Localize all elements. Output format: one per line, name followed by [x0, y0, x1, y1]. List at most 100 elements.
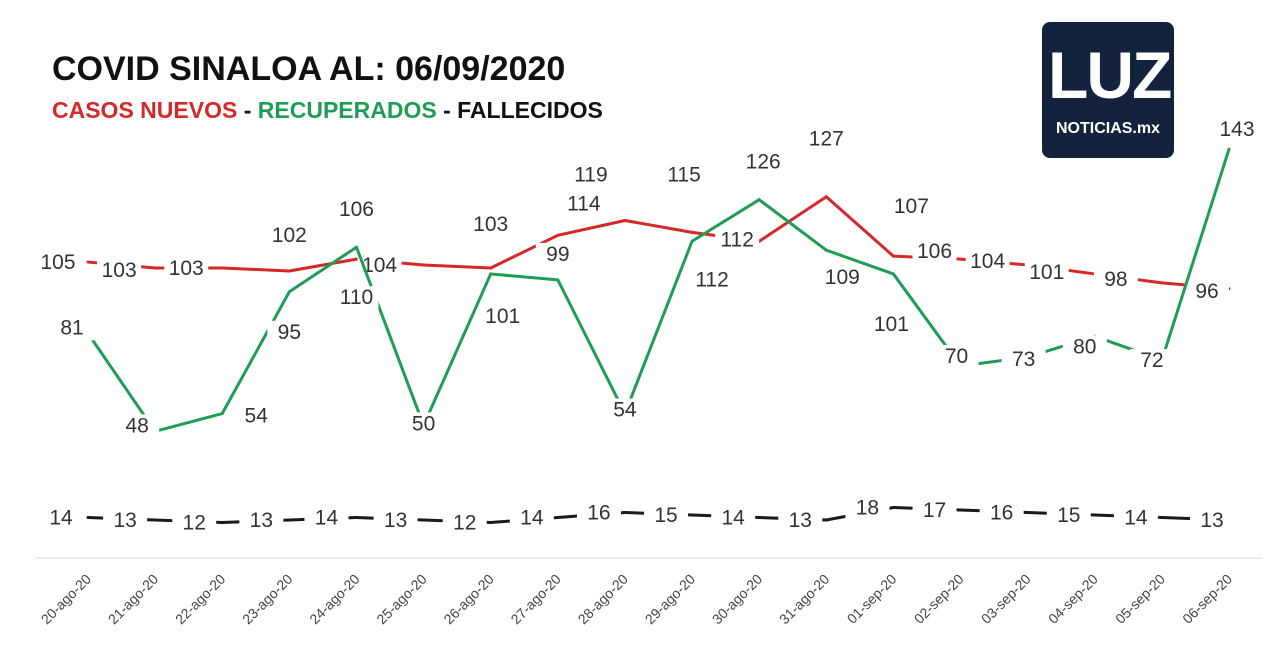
data-label: 16 — [990, 502, 1013, 525]
luz-noticias-logo: LUZ NOTICIAS.mx — [1042, 22, 1174, 158]
data-label-background — [912, 240, 957, 265]
logo-subtext: NOTICIAS.mx — [1055, 120, 1160, 137]
data-label-background — [568, 163, 613, 188]
data-label-background — [36, 251, 80, 276]
series-line-segment — [287, 245, 358, 294]
data-label: 101 — [485, 305, 520, 328]
data-label: 107 — [894, 195, 929, 218]
data-label-background — [1129, 349, 1174, 374]
data-label-background — [1024, 260, 1069, 285]
data-label: 15 — [654, 504, 677, 527]
data-label: 72 — [1140, 349, 1163, 372]
data-label-background — [480, 304, 525, 329]
x-tick-label: 31-ago-20 — [776, 571, 833, 628]
data-label-background — [50, 316, 94, 341]
data-label-background — [1215, 118, 1259, 143]
data-label-background — [164, 257, 209, 281]
data-label: 14 — [520, 507, 544, 530]
data-label-background — [115, 414, 160, 439]
data-label: 109 — [825, 266, 860, 289]
data-label: 80 — [1073, 335, 1096, 358]
data-label-background — [711, 506, 756, 531]
data-label: 103 — [102, 259, 137, 282]
data-label-background — [979, 501, 1024, 526]
data-label: 54 — [613, 399, 637, 422]
data-label: 12 — [453, 512, 476, 535]
data-label-background — [535, 242, 580, 267]
x-tick-label: 24-ago-20 — [306, 571, 363, 628]
series-line-segment — [220, 290, 291, 416]
data-label: 48 — [125, 414, 148, 437]
data-label: 14 — [721, 507, 745, 530]
x-tick-label: 26-ago-20 — [440, 571, 497, 628]
data-label: 18 — [856, 497, 879, 520]
series-line-segment — [757, 195, 828, 243]
series-line-segment — [690, 198, 761, 243]
data-label: 105 — [40, 251, 75, 274]
data-label-background — [1046, 504, 1091, 528]
series-line-segment — [623, 239, 694, 416]
x-tick-label: 02-sep-20 — [911, 571, 967, 627]
data-label: 50 — [412, 412, 435, 435]
data-label: 13 — [789, 509, 812, 532]
series-line-segment — [489, 272, 560, 282]
data-label: 106 — [339, 198, 374, 221]
data-label-background — [602, 398, 647, 423]
data-label-background — [172, 511, 217, 536]
data-label: 14 — [49, 507, 73, 530]
data-label-background — [1185, 279, 1229, 304]
data-label: 13 — [250, 509, 273, 532]
series-line-segment — [824, 248, 895, 276]
data-label-background — [561, 192, 606, 217]
data-label-background — [1062, 335, 1107, 360]
data-label: 101 — [874, 313, 909, 336]
series-line-segment — [354, 245, 426, 427]
subtitle-recuperados: RECUPERADOS — [257, 97, 437, 123]
x-tick-label: 20-ago-20 — [38, 571, 95, 628]
data-label: 14 — [1124, 507, 1148, 530]
series-line-segment — [422, 263, 493, 270]
data-label-background — [1093, 267, 1138, 292]
data-label: 16 — [587, 502, 610, 525]
data-label-background — [576, 501, 621, 526]
data-label-background — [509, 506, 554, 531]
series-line-segment — [422, 272, 493, 427]
x-tick-label: 29-ago-20 — [642, 571, 699, 628]
data-label: 12 — [183, 512, 206, 535]
data-label: 13 — [1200, 509, 1223, 532]
data-label: 102 — [272, 224, 307, 247]
data-label-background — [889, 195, 934, 220]
data-label: 95 — [278, 321, 301, 344]
data-label-background — [804, 127, 849, 152]
x-tick-label: 01-sep-20 — [844, 571, 900, 627]
data-label-background — [662, 163, 707, 188]
data-label: 103 — [169, 257, 204, 280]
subtitle-casos-nuevos: CASOS NUEVOS — [52, 97, 238, 123]
data-label: 115 — [667, 163, 700, 186]
x-tick-label: 27-ago-20 — [507, 571, 564, 628]
data-label: 99 — [546, 243, 569, 266]
data-label-background — [103, 509, 148, 533]
data-label: 106 — [917, 240, 952, 263]
data-label: 96 — [1195, 280, 1218, 303]
series-line-segment — [556, 218, 627, 237]
chart-title: COVID SINALOA AL: 06/09/2020 — [52, 50, 566, 88]
subtitle-separator: - — [237, 97, 258, 123]
series-line-segment — [287, 257, 358, 273]
x-tick-label: 23-ago-20 — [239, 571, 296, 628]
data-label-background — [334, 198, 379, 223]
data-label: 112 — [695, 268, 728, 291]
data-label-background — [715, 228, 760, 253]
x-tick-label: 03-sep-20 — [978, 571, 1034, 627]
series-line-segment — [623, 218, 694, 234]
series-casos-nuevos: 105 103 103 102 106 104 103 114 119 115 112 127 107 1… — [36, 127, 1231, 304]
series-line-segment — [489, 233, 560, 270]
data-label: 101 — [1029, 261, 1064, 284]
data-label-background — [778, 509, 823, 533]
data-label-background — [912, 499, 957, 523]
logo-mark: LUZ — [1048, 38, 1172, 112]
x-tick-label: 21-ago-20 — [105, 571, 162, 628]
data-label: 81 — [60, 316, 83, 339]
x-tick-label: 22-ago-20 — [172, 571, 229, 628]
